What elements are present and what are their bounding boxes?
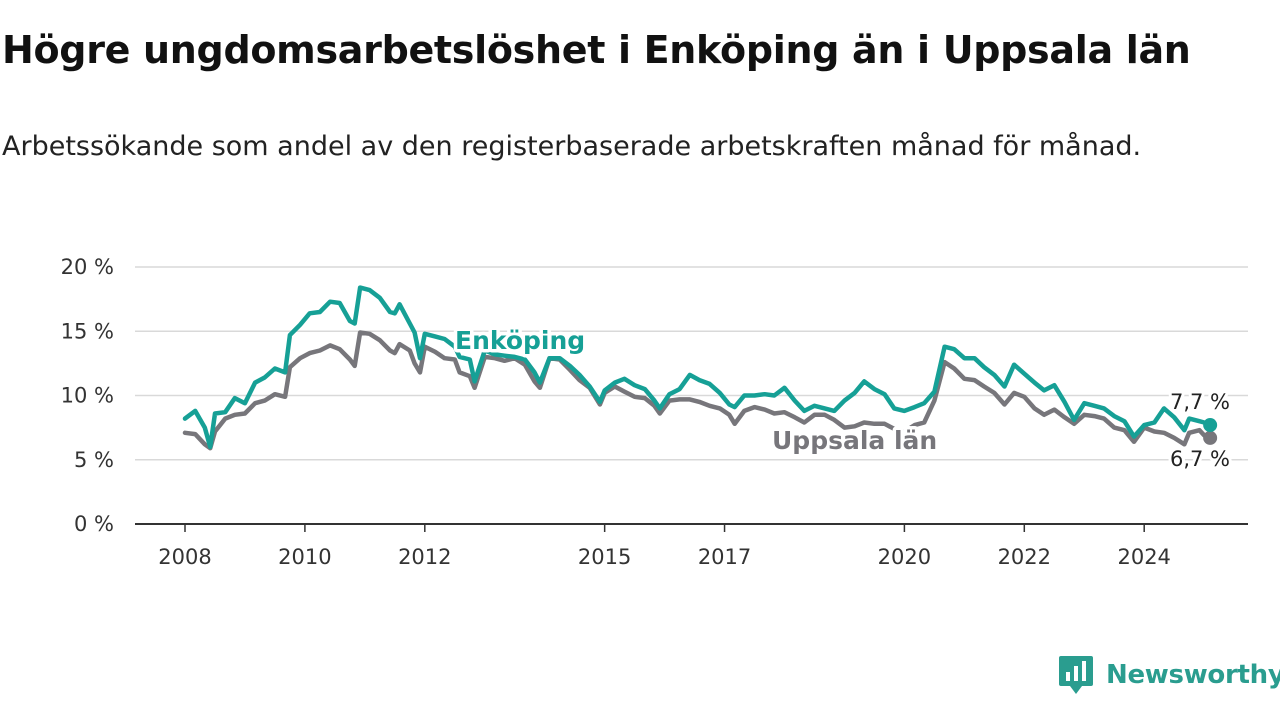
x-tick-label: 2022 — [998, 545, 1051, 569]
series-label-enkoping: Enköping — [455, 326, 585, 355]
y-tick-label: 20 % — [61, 255, 114, 279]
bar-chart-badge-icon — [1059, 656, 1093, 694]
series-line-enkoping — [182, 285, 1213, 450]
y-tick-label: 0 % — [74, 512, 114, 536]
y-tick-label: 15 % — [61, 319, 114, 343]
newsworthy-logo: Newsworthy — [1058, 654, 1280, 696]
x-tick-label: 2020 — [878, 545, 931, 569]
series-lines — [182, 285, 1218, 451]
x-tick-label: 2012 — [398, 545, 451, 569]
x-tick-label: 2015 — [578, 545, 631, 569]
series-labels: Enköping Uppsala län 7,7 % 6,7 % — [452, 323, 1234, 475]
axes: 0 % 5 % 10 % 15 % 20 % 2008 2010 2012 2015 2017 20… — [61, 255, 1248, 569]
end-point-uppsala-lan — [1203, 430, 1218, 445]
brand-name: Newsworthy — [1106, 660, 1280, 690]
chart-subtitle: Arbetssökande som andel av den registerb… — [2, 131, 1142, 162]
chart-title: Högre ungdomsarbetslöshet i Enköping än … — [2, 28, 1191, 72]
x-tick-label: 2008 — [158, 545, 211, 569]
end-point-enkoping — [1203, 418, 1218, 433]
y-tick-label: 10 % — [61, 384, 114, 408]
y-tick-label: 5 % — [74, 448, 114, 472]
series-line-uppsala-lan — [182, 330, 1213, 451]
line-chart: 0 % 5 % 10 % 15 % 20 % 2008 2010 2012 2015 2017 20… — [61, 255, 1248, 569]
x-tick-label: 2017 — [698, 545, 751, 569]
x-tick-label: 2010 — [278, 545, 331, 569]
end-value-enkoping: 7,7 % — [1170, 390, 1230, 414]
end-value-uppsala-lan: 6,7 % — [1170, 447, 1230, 471]
gridlines — [135, 266, 1248, 461]
series-label-uppsala-lan: Uppsala län — [772, 426, 937, 455]
x-tick-label: 2024 — [1117, 545, 1170, 569]
